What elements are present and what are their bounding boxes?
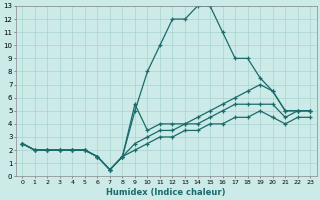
X-axis label: Humidex (Indice chaleur): Humidex (Indice chaleur) [107, 188, 226, 197]
